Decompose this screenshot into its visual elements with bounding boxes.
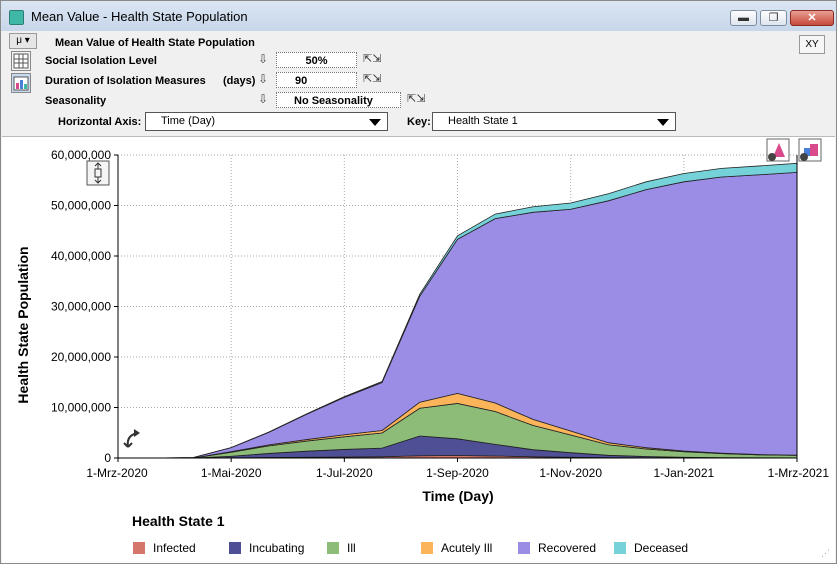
app-icon	[9, 10, 24, 25]
chart-icon	[13, 76, 29, 91]
param-label-social-isolation: Social Isolation Level	[45, 55, 157, 67]
legend-item: Acutely Ill	[421, 541, 492, 555]
param-label-seasonality: Seasonality	[45, 95, 107, 107]
restore-icon: ❐	[768, 12, 779, 24]
y-tick-label: 30,000,000	[51, 300, 111, 314]
x-tick-label: 1-Mrz-2021	[768, 466, 830, 480]
legend-label: Deceased	[634, 541, 689, 555]
minimize-icon: ▬	[738, 12, 749, 24]
chart-area: 0 10,000,000 20,000,000 30,000,000 40,000,00…	[2, 136, 835, 563]
legend-item: Recovered	[518, 541, 596, 555]
link-icon[interactable]: ⇱⇲	[363, 53, 382, 65]
restore-button[interactable]: ❐	[760, 10, 787, 26]
table-view-button[interactable]	[11, 51, 31, 71]
window-title: Mean Value - Health State Population	[31, 9, 248, 24]
x-tick-label: 1-Mrz-2020	[86, 466, 148, 480]
y-tick-label: 60,000,000	[51, 148, 111, 162]
horizontal-axis-label: Horizontal Axis:	[58, 116, 142, 128]
axes: 0 10,000,000 20,000,000 30,000,000 40,000,00…	[51, 148, 829, 480]
chevron-down-icon	[657, 119, 669, 126]
area-chart: 0 10,000,000 20,000,000 30,000,000 40,000,00…	[15, 138, 829, 529]
graph-settings-icon[interactable]	[798, 138, 822, 162]
chart-settings-icon[interactable]	[766, 138, 790, 162]
legend-title: Health State 1	[132, 513, 225, 529]
down-arrow-icon[interactable]: ⇩	[258, 92, 269, 106]
legend-swatch	[614, 542, 626, 554]
down-arrow-icon[interactable]: ⇩	[258, 52, 269, 66]
legend-label: Infected	[153, 541, 196, 555]
legend-swatch	[327, 542, 339, 554]
y-tick-label: 50,000,000	[51, 199, 111, 213]
x-tick-label: 1-Jul-2020	[316, 466, 373, 480]
x-tick-label: 1-Mai-2020	[201, 466, 262, 480]
xy-button[interactable]: XY	[799, 35, 825, 54]
close-icon: ✕	[807, 12, 817, 24]
param-label-duration: Duration of Isolation Measures	[45, 75, 206, 87]
y-tick-label: 20,000,000	[51, 350, 111, 364]
chart-view-button[interactable]	[11, 73, 31, 93]
legend-label: Ill	[347, 541, 356, 555]
legend-label: Incubating	[249, 541, 305, 555]
horizontal-axis-value: Time (Day)	[161, 115, 215, 127]
legend-label: Acutely Ill	[441, 541, 493, 555]
legend-item: Deceased	[614, 541, 688, 555]
legend-swatch	[518, 542, 530, 554]
legend-swatch	[421, 542, 433, 554]
legend-item: Incubating	[229, 541, 304, 555]
x-tick-label: 1-Nov-2020	[539, 466, 602, 480]
legend-label: Recovered	[538, 541, 597, 555]
legend-item: Ill	[327, 541, 356, 555]
duration-value[interactable]: 90	[276, 72, 357, 88]
link-icon[interactable]: ⇱⇲	[363, 73, 382, 85]
chevron-down-icon	[369, 119, 381, 126]
key-dropdown[interactable]: Health State 1	[432, 112, 676, 131]
key-label: Key:	[407, 116, 431, 128]
legend-item: Infected	[133, 541, 196, 555]
param-unit-duration: (days)	[223, 75, 256, 87]
key-value: Health State 1	[448, 115, 518, 127]
social-isolation-value[interactable]: 50%	[276, 52, 357, 68]
y-axis-title: Health State Population	[15, 246, 31, 403]
seasonality-value[interactable]: No Seasonality	[276, 92, 401, 108]
minimize-button[interactable]: ▬	[730, 10, 757, 26]
horizontal-axis-dropdown[interactable]: Time (Day)	[145, 112, 388, 131]
area-series	[118, 162, 798, 459]
resize-grip-icon[interactable]: ⋰	[821, 548, 830, 558]
y-tick-label: 10,000,000	[51, 401, 111, 415]
rotate-icon[interactable]	[123, 429, 140, 448]
y-tick-label: 40,000,000	[51, 249, 111, 263]
mu-dropdown[interactable]: μ ▾	[9, 33, 37, 49]
link-icon[interactable]: ⇱⇲	[407, 93, 426, 105]
y-tick-label: 0	[104, 451, 111, 465]
close-button[interactable]: ✕	[790, 10, 834, 26]
legend-swatch	[133, 542, 145, 554]
title-bar: Mean Value - Health State Population ▬ ❐…	[1, 1, 836, 31]
x-axis-title: Time (Day)	[422, 488, 493, 504]
table-icon	[13, 53, 29, 69]
zoom-vertical-icon[interactable]	[86, 160, 110, 186]
down-arrow-icon[interactable]: ⇩	[258, 72, 269, 86]
x-tick-label: 1-Jan-2021	[653, 466, 714, 480]
x-tick-label: 1-Sep-2020	[426, 466, 489, 480]
panel-header: Mean Value of Health State Population	[55, 37, 255, 49]
legend-swatch	[229, 542, 241, 554]
